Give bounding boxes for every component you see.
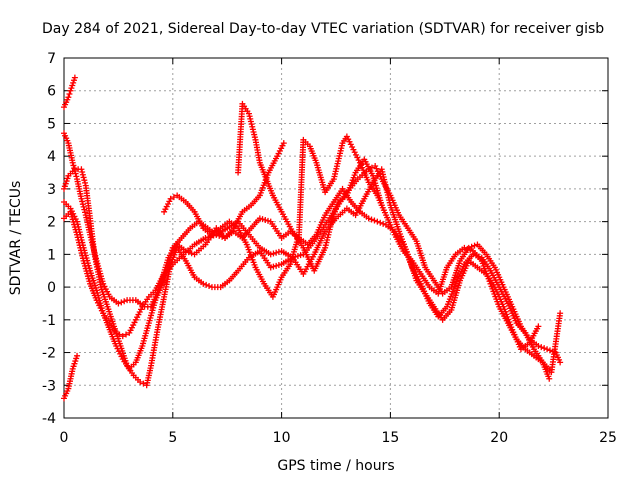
data-point xyxy=(73,173,80,180)
y-tick-label: 5 xyxy=(47,116,56,132)
data-point xyxy=(546,347,553,354)
data-point xyxy=(557,310,564,317)
data-point xyxy=(297,252,304,259)
data-point xyxy=(70,162,77,169)
y-tick-label: 6 xyxy=(47,84,56,100)
data-point xyxy=(368,216,375,223)
plot-frame xyxy=(63,57,609,419)
data-point xyxy=(267,251,274,258)
y-tick-label: 0 xyxy=(47,280,56,296)
series-pass-6 xyxy=(61,133,564,402)
data-point xyxy=(66,91,73,97)
data-point xyxy=(170,194,177,201)
data-point xyxy=(538,344,545,351)
data-point xyxy=(79,169,86,175)
data-point xyxy=(69,159,76,166)
chart-title: Day 284 of 2021, Sidereal Day-to-day VTE… xyxy=(42,21,604,37)
grid xyxy=(64,58,608,418)
data-point xyxy=(115,300,122,307)
data-point xyxy=(468,243,475,250)
data-point xyxy=(81,206,88,213)
data-point xyxy=(273,249,280,256)
x-tick-label: 0 xyxy=(60,430,69,446)
x-axis-label: GPS time / hours xyxy=(277,458,394,474)
data-point xyxy=(275,262,282,268)
data-point xyxy=(182,248,189,255)
data-point xyxy=(262,217,269,223)
data-point xyxy=(365,215,372,222)
data-point xyxy=(206,283,213,289)
data-point xyxy=(541,345,548,352)
data-point xyxy=(256,215,263,222)
data-point xyxy=(121,298,128,305)
data-point xyxy=(79,201,86,208)
y-tick-label: 3 xyxy=(47,182,56,198)
data-point xyxy=(259,216,266,223)
data-point xyxy=(270,250,277,257)
data-point xyxy=(137,379,144,385)
y-tick-label: 1 xyxy=(47,247,56,263)
data-point xyxy=(374,218,381,225)
data-point xyxy=(188,250,195,257)
data-point xyxy=(65,94,72,101)
data-point xyxy=(118,299,125,306)
series-pass-4 xyxy=(61,130,287,310)
x-tick-label: 20 xyxy=(490,430,508,446)
data-point xyxy=(185,249,192,256)
data-point xyxy=(78,166,85,173)
x-tick-label: 25 xyxy=(599,430,617,446)
data-point xyxy=(71,165,78,172)
data-point xyxy=(535,323,542,330)
data-point xyxy=(461,244,468,251)
data-points xyxy=(61,74,564,402)
axis-ticks: 0 5 10 15 20 25 -4 -3 -2 -1 0 1 2 3 4 5 6 7 xyxy=(42,51,617,446)
data-point xyxy=(544,346,551,353)
data-point xyxy=(203,281,210,288)
data-point xyxy=(267,264,274,271)
y-tick-label: -2 xyxy=(42,346,56,362)
data-point xyxy=(123,331,130,338)
data-point xyxy=(535,343,542,349)
data-point xyxy=(380,220,387,227)
data-point xyxy=(81,177,88,184)
y-tick-label: 2 xyxy=(47,215,56,231)
data-point xyxy=(74,352,81,359)
y-axis-label: SDTVAR / TECUs xyxy=(8,181,24,296)
data-point xyxy=(71,74,78,81)
data-point xyxy=(265,217,271,224)
y-tick-label: 7 xyxy=(47,51,56,67)
data-point xyxy=(280,140,287,147)
x-tick-label: 10 xyxy=(273,430,291,446)
y-tick-label: -4 xyxy=(42,411,56,427)
data-point xyxy=(140,380,147,387)
data-point xyxy=(79,198,86,205)
data-point xyxy=(273,262,280,269)
data-point xyxy=(72,170,79,177)
y-tick-label: -1 xyxy=(42,313,56,329)
data-point xyxy=(78,195,85,202)
data-point xyxy=(557,359,564,366)
data-point xyxy=(294,253,301,259)
y-tick-label: -3 xyxy=(42,378,56,394)
data-point xyxy=(119,333,126,340)
data-point xyxy=(464,245,471,252)
data-point xyxy=(471,242,478,249)
data-point xyxy=(377,219,384,226)
x-tick-label: 5 xyxy=(168,430,177,446)
data-point xyxy=(82,179,89,186)
data-point xyxy=(167,195,174,202)
data-point xyxy=(80,174,87,181)
y-tick-label: 4 xyxy=(47,149,56,165)
data-point xyxy=(270,263,277,270)
data-point xyxy=(371,217,378,224)
data-point xyxy=(200,280,207,287)
data-point xyxy=(80,203,87,210)
data-point xyxy=(79,171,86,178)
data-point xyxy=(467,247,474,253)
data-point xyxy=(82,209,89,216)
x-tick-label: 15 xyxy=(381,430,399,446)
data-point xyxy=(546,375,553,382)
data-point xyxy=(71,167,78,174)
